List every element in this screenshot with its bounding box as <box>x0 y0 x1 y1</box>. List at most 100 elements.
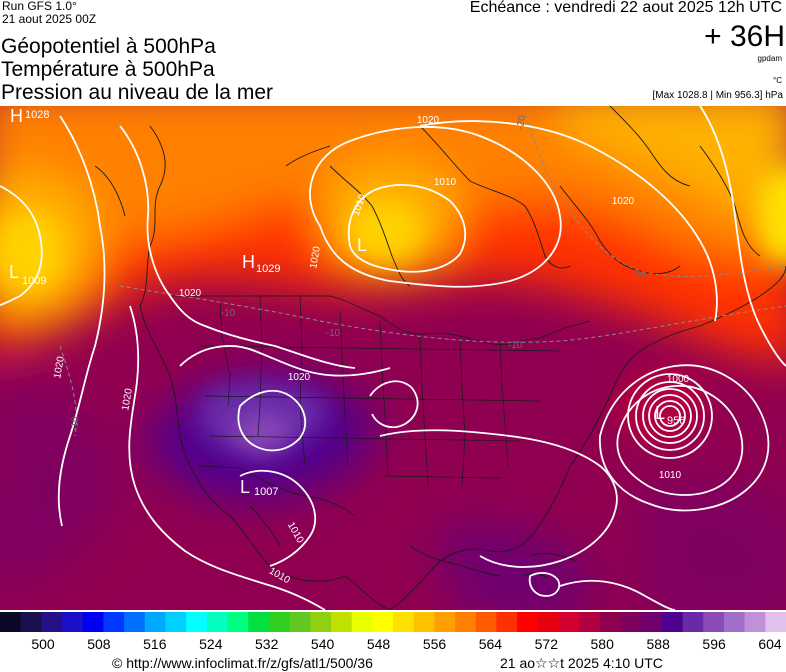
colorbar-tick-label: 500 <box>31 636 55 652</box>
isobar-label: 1020 <box>120 387 135 411</box>
title-geopotential: Géopotentiel à 500hPa <box>1 35 216 58</box>
title-pressure: Pression au niveau de la mer <box>1 81 273 104</box>
run-label: Run GFS 1.0° <box>2 0 77 13</box>
isotherm-label: -10 <box>69 416 81 432</box>
colorbar-swatch <box>206 612 229 632</box>
colorbar-tick-label: 580 <box>590 636 614 652</box>
colorbar-swatch <box>599 612 622 632</box>
colorbar-swatch <box>62 612 84 632</box>
title-temperature: Température à 500hPa <box>1 58 215 81</box>
geopotential-field <box>0 106 786 610</box>
colorbar-swatch <box>620 612 642 632</box>
low-pressure-center: L 1009 <box>9 262 46 287</box>
colorbar-swatch <box>124 612 146 632</box>
colorbar-swatch <box>144 612 167 632</box>
colorbar-tick-label: 572 <box>534 636 558 652</box>
isobar-label: 1020 <box>612 196 635 207</box>
pressure-center-letter: L <box>357 235 367 255</box>
colorbar-swatch <box>765 612 786 632</box>
colorbar-swatch <box>393 612 415 632</box>
isobar-label: 1020 <box>308 245 323 269</box>
colorbar-tick-label: 532 <box>255 636 279 652</box>
colorbar-swatch <box>351 612 373 632</box>
colorbar-swatch <box>165 612 187 632</box>
pressure-center-value: 956 <box>667 415 685 427</box>
pressure-center-value: 1028 <box>25 109 49 121</box>
colorbar-swatch <box>413 612 435 632</box>
low-pressure-center: L 1007 <box>240 477 278 498</box>
isobar-label: 1020 <box>52 355 67 379</box>
colorbar-swatch <box>579 612 601 632</box>
colorbar-tick-label: 604 <box>758 636 782 652</box>
colorbar-tick-label: 596 <box>702 636 726 652</box>
isotherm-label: -10 <box>326 328 341 339</box>
pressure-center-letter: L <box>9 262 19 282</box>
colorbar-swatch <box>289 612 311 632</box>
lead-time: + 36H <box>704 20 785 53</box>
pressure-center-value: 1009 <box>22 275 46 287</box>
colorbar-swatch <box>330 612 353 632</box>
colorbar-swatch <box>103 612 125 632</box>
colorbar-swatch <box>20 612 42 632</box>
pressure-center-value: 1007 <box>254 486 278 498</box>
map-header: Run GFS 1.0° 21 aout 2025 00Z Géopotenti… <box>0 0 786 106</box>
colorbar-tick-label: 564 <box>478 636 503 652</box>
colorbar-swatch <box>434 612 456 632</box>
isobar-label: 1010 <box>659 470 682 481</box>
pressure-center-letter: L <box>655 403 665 423</box>
isobar-label: 1020 <box>417 115 440 126</box>
isobar-label: 1010 <box>434 177 457 188</box>
isotherms <box>59 106 786 437</box>
colorbar-swatch <box>641 612 663 632</box>
weather-map: 1020 1010 1020 1020 1020 1020 1020 1020 … <box>0 106 786 610</box>
low-pressure-center: L <box>357 235 367 255</box>
colorbar-swatch <box>723 612 746 632</box>
colorbar-tick-label: 588 <box>646 636 670 652</box>
isotherm-label: -20 <box>631 270 646 281</box>
pressure-center-letter: L <box>240 477 250 497</box>
coastlines <box>94 106 786 610</box>
colorbar-tick-label: 524 <box>199 636 223 652</box>
pressure-max-min: [Max 1028.8 | Min 956.3] hPa <box>652 90 783 101</box>
colorbar-ticks: 500 508 516 524 532 540 548 556 564 572 580 588 596 6… <box>0 636 786 654</box>
isotherm-label: -10 <box>221 308 236 319</box>
isobar-label: 1020 <box>288 372 311 383</box>
colorbar-swatch <box>661 612 684 632</box>
colorbar-swatch <box>558 612 580 632</box>
pressure-center-letter: H <box>10 106 23 126</box>
temperature-labels: -20 -20 -10 -10 -10 -10 <box>69 114 645 431</box>
colorbar-swatch <box>537 612 560 632</box>
colorbar-tick-label: 556 <box>422 636 447 652</box>
isotherm-label: -10 <box>508 340 523 351</box>
pressure-center-value: 1029 <box>256 263 280 275</box>
colorbar-swatch <box>0 612 22 632</box>
high-pressure-center: H 1029 <box>242 252 280 275</box>
colorbar-swatch <box>82 612 105 632</box>
credit-url: © http://www.infoclimat.fr/z/gfs/atl1/50… <box>112 655 373 671</box>
colorbar-swatch <box>268 612 291 632</box>
isobar-labels: 1020 1010 1020 1020 1020 1020 1020 1020 … <box>52 115 689 586</box>
unit-geopotential: gpdam <box>757 54 782 63</box>
generation-time: 21 ao☆☆t 2025 4:10 UTC <box>500 655 663 671</box>
high-pressure-center: H 1028 <box>10 106 49 126</box>
pressure-center-letter: H <box>242 252 255 272</box>
colorbar-swatch <box>682 612 704 632</box>
pressure-centers: H 1028 L 1009 H 1029 L L 1007 L 956 <box>9 106 685 498</box>
colorbar-swatch <box>41 612 63 632</box>
colorbar-swatch <box>496 612 518 632</box>
colorbar-tick-label: 516 <box>143 636 167 652</box>
colorbar-swatch <box>248 612 270 632</box>
colorbar-tick-label: 508 <box>87 636 111 652</box>
low-pressure-center: L 956 <box>655 403 685 427</box>
colorbar-swatch <box>227 612 249 632</box>
colorbar-swatch <box>186 612 208 632</box>
isobars <box>0 106 786 610</box>
colorbar-tick-label: 548 <box>366 636 391 652</box>
unit-temperature: °C <box>773 76 782 85</box>
colorbar-swatch <box>455 612 477 632</box>
political-borders <box>170 295 591 517</box>
isotherm-label: -20 <box>515 114 528 131</box>
colorbar <box>0 612 786 632</box>
colorbar-swatch <box>703 612 725 632</box>
colorbar-swatch <box>372 612 394 632</box>
